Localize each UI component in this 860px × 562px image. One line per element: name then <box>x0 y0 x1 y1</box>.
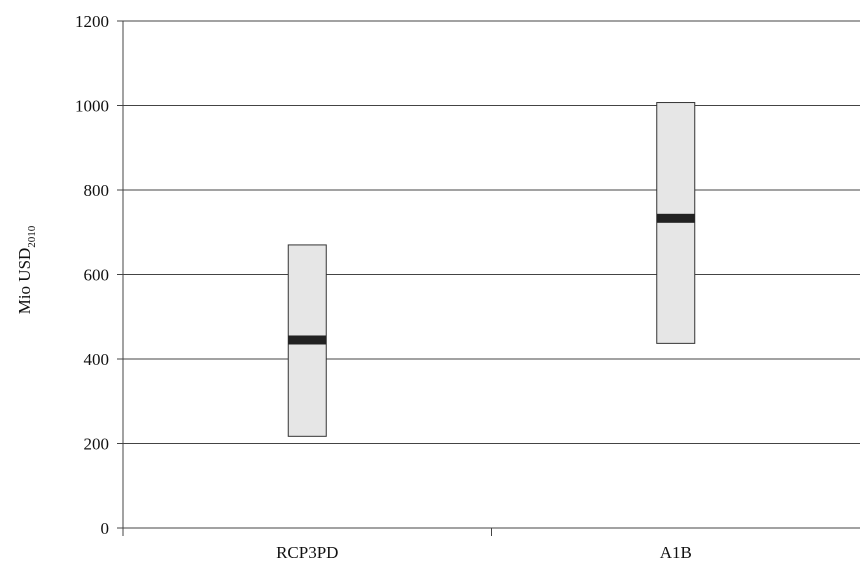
median-bar <box>288 335 327 345</box>
y-axis-title-subscript: 2010 <box>26 225 38 248</box>
axes <box>117 20 860 536</box>
y-tick-label: 0 <box>101 519 110 538</box>
labels: 0 200 400 600 800 1000 1200 RCP3PD A1B <box>75 12 692 562</box>
y-tick-label: 800 <box>84 181 110 200</box>
y-tick-label: 400 <box>84 350 110 369</box>
x-tick-label: A1B <box>660 543 692 562</box>
y-tick-label: 1200 <box>75 12 109 31</box>
boxes <box>287 102 696 437</box>
gridlines <box>123 20 860 444</box>
y-axis-title-main: Mio USD <box>15 248 34 315</box>
x-tick-label: RCP3PD <box>276 543 338 562</box>
median-bar <box>656 213 695 223</box>
y-tick-label: 600 <box>84 266 110 285</box>
y-tick-label: 200 <box>84 435 110 454</box>
range-box <box>656 102 696 344</box>
y-tick-label: 1000 <box>75 97 109 116</box>
y-axis-title: Mio USD2010 <box>15 225 38 314</box>
